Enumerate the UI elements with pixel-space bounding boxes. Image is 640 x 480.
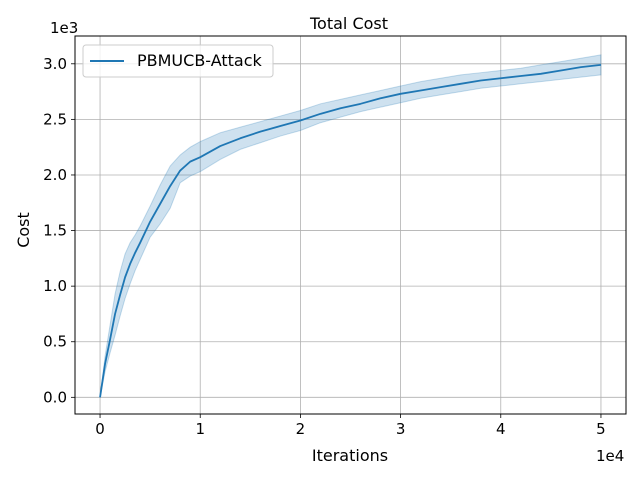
y-tick-label: 2.5: [43, 110, 67, 128]
legend: PBMUCB-Attack: [82, 44, 274, 78]
x-tick-label: 0: [95, 420, 105, 438]
y-tick-label: 1.0: [43, 277, 67, 295]
x-axis-label: Iterations: [312, 446, 388, 465]
legend-box: [82, 44, 274, 78]
x-offset-text: 1e4: [596, 447, 624, 465]
grid-lines: [75, 36, 626, 414]
y-axis-label: Cost: [14, 212, 33, 248]
y-offset-text: 1e3: [50, 19, 78, 37]
y-tick-label: 3.0: [43, 55, 67, 73]
x-tick-label: 2: [296, 420, 306, 438]
x-tick-label: 1: [195, 420, 205, 438]
x-tick-label: 4: [496, 420, 506, 438]
x-tick-label: 5: [596, 420, 606, 438]
plot-frame: [74, 35, 627, 415]
axis-ticks: 0 1 2 3 4 5 0.0 0.5 1.0 1.5 2.0 2.5 3.0: [43, 55, 606, 438]
series-line-layer: [99, 64, 602, 398]
y-tick-label: 1.5: [43, 222, 67, 240]
y-tick-label: 0.0: [43, 388, 67, 406]
legend-label: PBMUCB-Attack: [137, 51, 263, 70]
y-tick-label: 0.5: [43, 333, 67, 351]
y-tick-label: 2.0: [43, 166, 67, 184]
x-tick-label: 3: [396, 420, 406, 438]
chart-title: Total Cost: [309, 14, 388, 33]
series-line-pbmucb-attack: [99, 64, 602, 398]
